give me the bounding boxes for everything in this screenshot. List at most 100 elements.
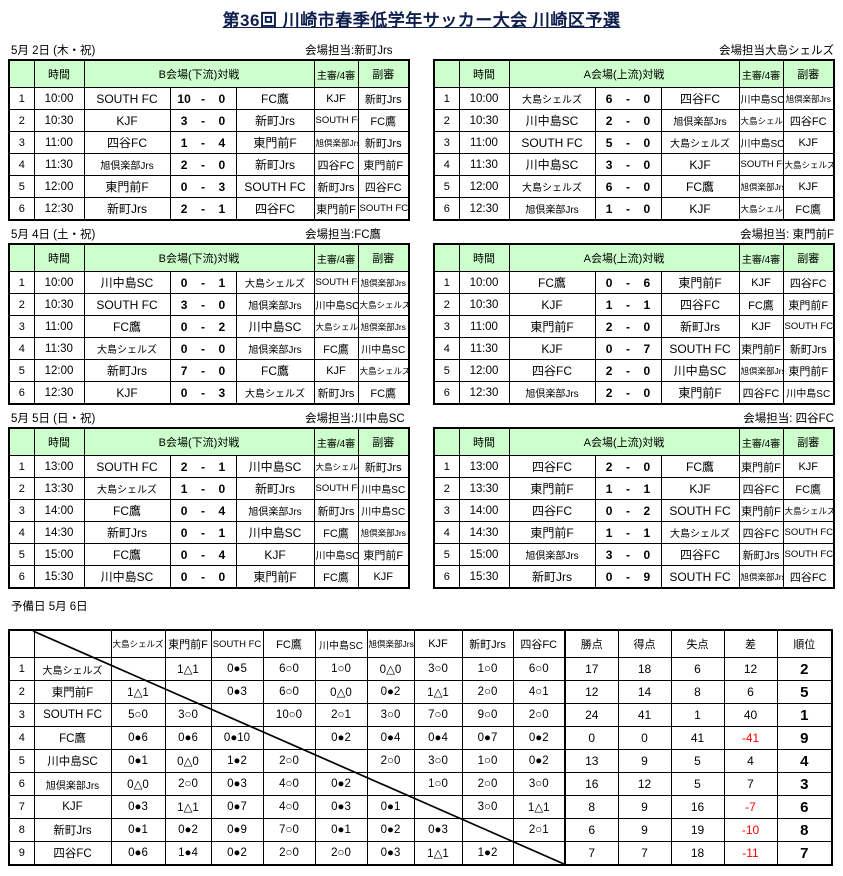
- row-number: 1: [8, 657, 35, 681]
- home-team: 旭倶楽部Jrs: [83, 153, 171, 176]
- result-cell: 2○0: [262, 841, 316, 866]
- match-schedule-table: 時間 B会場(下流)対戦 主審/4審 副審 1 10:00 川中島SC 0-1 大島シェルズ SO…: [8, 243, 410, 405]
- opponent-column-header: 東門前F: [164, 629, 212, 658]
- away-team: KJF: [660, 477, 740, 500]
- away-score: 0: [643, 201, 651, 216]
- home-score: 5: [605, 135, 613, 150]
- home-score: 7: [180, 363, 188, 378]
- page-title: 第36回 川崎市春季低学年サッカー大会 川崎区予選: [222, 11, 621, 30]
- row-number: 2: [8, 680, 35, 704]
- home-team: SOUTH FC: [508, 131, 596, 154]
- home-team: 大島シェルズ: [508, 87, 596, 110]
- home-team: 新町Jrs: [83, 521, 171, 544]
- match-time: 11:30: [33, 153, 85, 176]
- home-team: SOUTH FC: [83, 455, 171, 478]
- result-cell: 3○0: [461, 795, 514, 819]
- match-row: 3 14:00 四谷FC 0-2 SOUTH FC 東門前F 大島シェルズ: [433, 499, 835, 522]
- home-team: 四谷FC: [508, 359, 596, 382]
- match-time: 11:00: [33, 131, 85, 154]
- points-cell: 0: [564, 726, 619, 750]
- score-separator: -: [625, 547, 630, 562]
- referee-cell: 旭倶楽部Jrs: [738, 175, 784, 198]
- opponent-column-header: 旭倶楽部Jrs: [366, 629, 415, 658]
- match-score: 1-4: [169, 131, 237, 154]
- match-number: 6: [8, 381, 35, 405]
- match-time: 15:00: [458, 543, 510, 566]
- match-number: 4: [8, 153, 35, 176]
- day-tables-row: 時間 B会場(下流)対戦 主審/4審 副審 1 10:00 川中島SC 0-1 大島シェルズ SO…: [8, 243, 835, 405]
- match-time: 13:30: [458, 477, 510, 500]
- away-team: 四谷FC: [235, 197, 315, 221]
- match-score: 0-2: [169, 315, 237, 338]
- referee-header: 主審/4審: [313, 427, 359, 456]
- away-score: 2: [643, 503, 651, 518]
- match-number: 2: [433, 109, 460, 132]
- away-team: SOUTH FC: [660, 499, 740, 522]
- home-score: 0: [180, 525, 188, 540]
- match-number: 3: [8, 499, 35, 522]
- match-number: 6: [433, 197, 460, 221]
- rank-cell: 3: [776, 772, 833, 796]
- result-cell: 2○0: [366, 749, 415, 773]
- home-team: SOUTH FC: [83, 87, 171, 110]
- home-score: 0: [180, 341, 188, 356]
- match-number: 4: [433, 521, 460, 544]
- match-score: 1-1: [594, 521, 662, 544]
- team-name-header: [33, 629, 112, 658]
- match-score: 2-0: [594, 381, 662, 405]
- match-time: 14:00: [33, 499, 85, 522]
- result-cell: 1△1: [413, 680, 463, 704]
- home-team: KJF: [83, 381, 171, 405]
- home-score: 3: [605, 157, 613, 172]
- assistant-referee-cell: FC鷹: [357, 381, 410, 405]
- result-cell: 4○0: [262, 772, 316, 796]
- referee-cell: 四谷FC: [313, 153, 359, 176]
- standings-row: 7 KJF 0●3 1△1 0●7 4○0 0●3 0●1 3○0 1△1 8 9 16 -7 6: [8, 795, 833, 819]
- result-cell: 2○0: [164, 772, 212, 796]
- score-separator: -: [625, 481, 630, 496]
- away-score: 0: [643, 113, 651, 128]
- match-schedule-table: 時間 A会場(上流)対戦 主審/4審 副審 1 10:00 FC鷹 0-6 東門前F KJF 四谷F…: [433, 243, 835, 405]
- away-score: 0: [643, 363, 651, 378]
- opponent-column-header: 大島シェルズ: [110, 629, 166, 658]
- referee-cell: 川中島SC: [313, 543, 359, 566]
- assistant-referee-cell: SOUTH FC: [782, 543, 835, 566]
- match-schedule-table: 時間 A会場(上流)対戦 主審/4審 副審 1 10:00 大島シェルズ 6-0 四谷FC 川中島…: [433, 59, 835, 221]
- points-cell: 8: [564, 795, 619, 819]
- time-header: 時間: [458, 59, 510, 88]
- match-score: 1-1: [594, 477, 662, 500]
- assistant-referee-cell: 川中島SC: [782, 381, 835, 405]
- referee-cell: SOUTH FC: [313, 109, 359, 132]
- away-score: 3: [218, 179, 226, 194]
- home-team: 東門前F: [83, 175, 171, 198]
- score-separator: -: [625, 135, 630, 150]
- assistant-referee-cell: KJF: [782, 131, 835, 154]
- result-cell: 4○0: [262, 795, 316, 819]
- score-separator: -: [200, 157, 205, 172]
- rank-cell: 1: [776, 703, 833, 727]
- result-cell: [413, 795, 463, 819]
- home-team: 川中島SC: [83, 271, 171, 294]
- result-cell: 0△0: [366, 657, 415, 681]
- match-number: 1: [433, 271, 460, 294]
- away-score: 0: [643, 91, 651, 106]
- away-score: 1: [218, 201, 226, 216]
- result-cell: 0●5: [210, 657, 264, 681]
- goals-for-cell: 12: [617, 772, 672, 796]
- match-row: 6 15:30 川中島SC 0-0 東門前F FC鷹 KJF: [8, 565, 410, 589]
- referee-cell: KJF: [313, 87, 359, 110]
- match-time: 13:00: [458, 455, 510, 478]
- home-team: KJF: [508, 293, 596, 316]
- row-number: 7: [8, 795, 35, 819]
- away-team: 東門前F: [660, 381, 740, 405]
- home-score: 1: [605, 481, 613, 496]
- match-score: 7-0: [169, 359, 237, 382]
- day-header: 5月 4日 (土・祝) 会場担当:FC鷹 会場担当: 東門前F: [8, 224, 835, 243]
- result-cell: 0△0: [314, 680, 368, 704]
- result-cell: 9○0: [461, 703, 514, 727]
- schedule-header-row: 時間 A会場(上流)対戦 主審/4審 副審: [433, 243, 835, 272]
- away-team: 東門前F: [235, 131, 315, 154]
- match-time: 10:30: [458, 293, 510, 316]
- home-score: 3: [180, 297, 188, 312]
